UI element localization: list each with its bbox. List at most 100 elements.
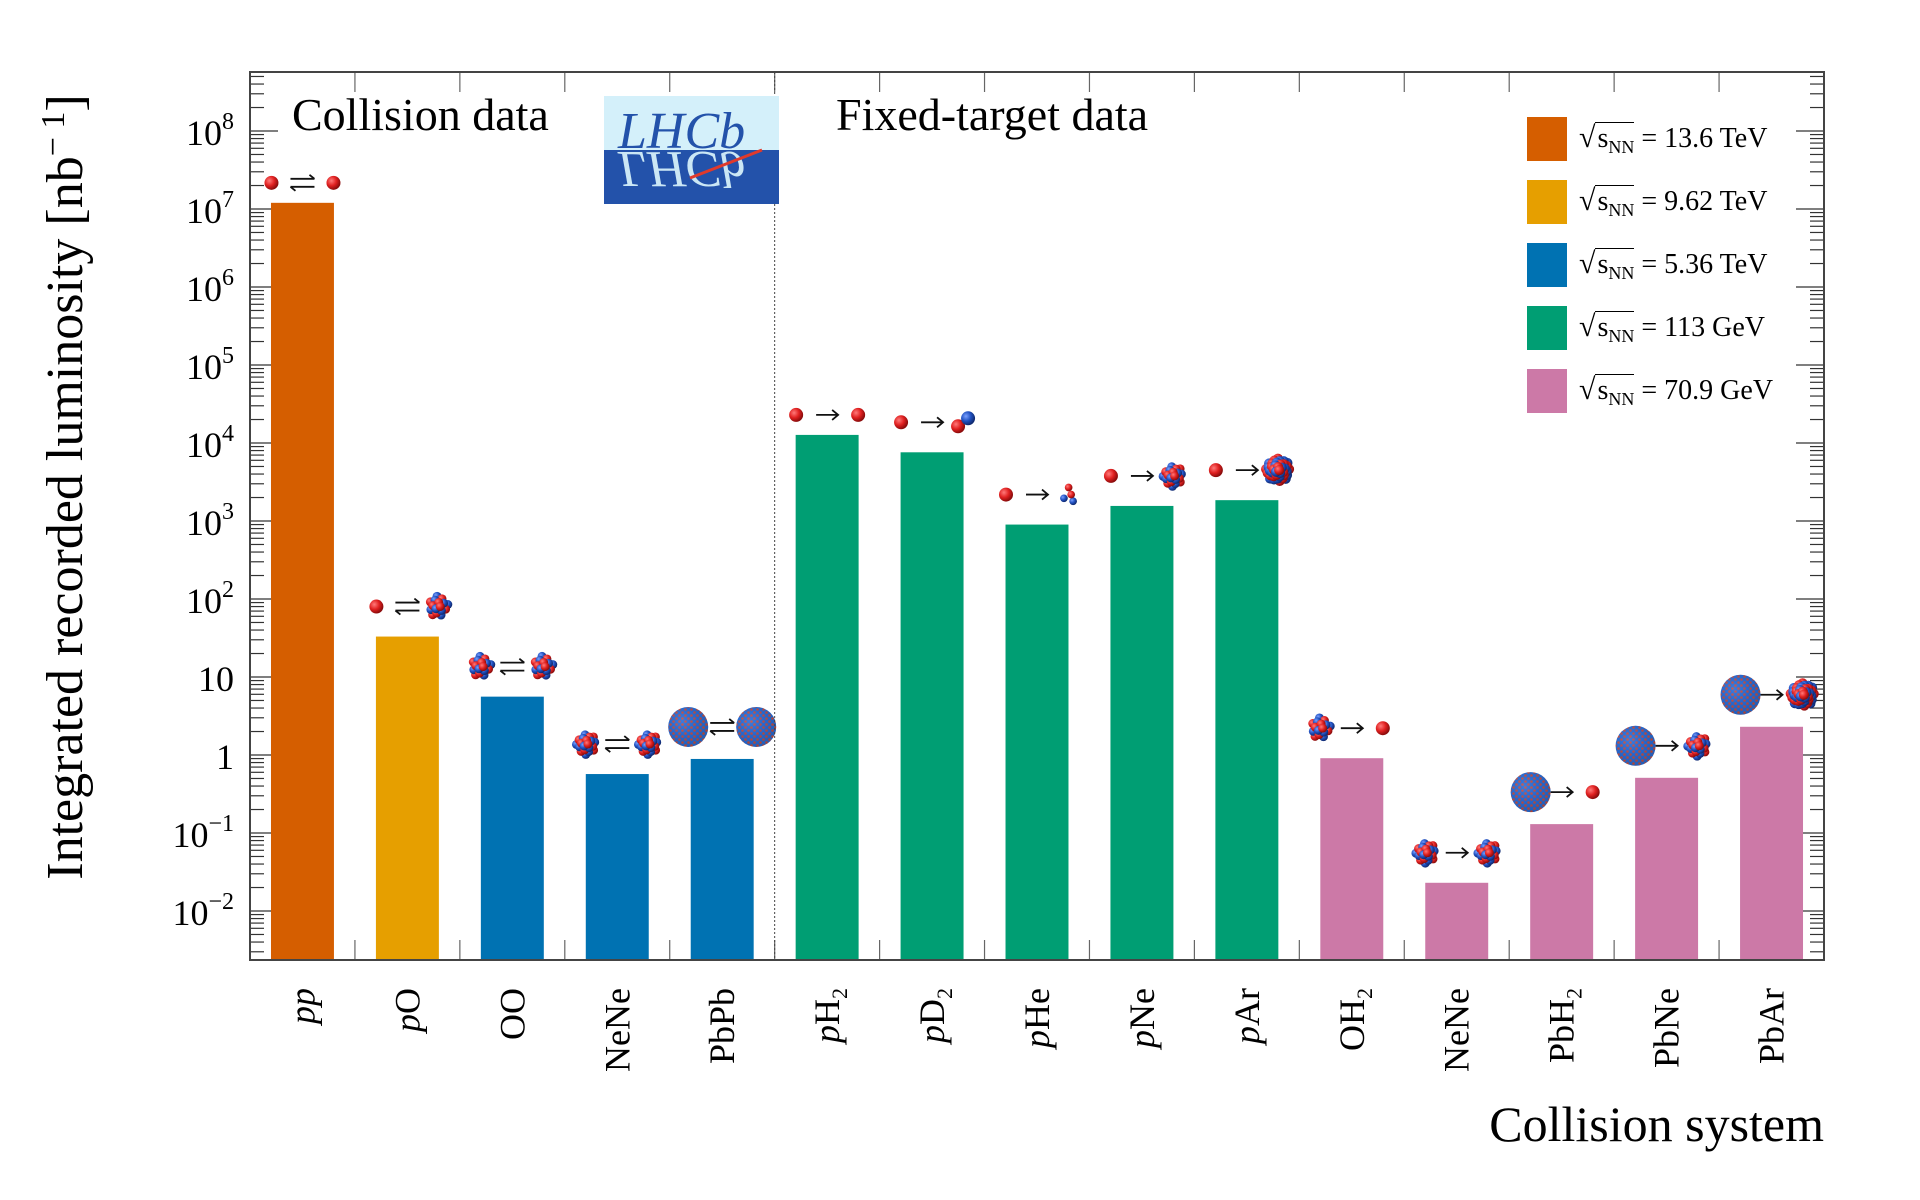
legend-item: √sNN = 5.36 TeV: [1527, 243, 1773, 287]
arrow-icon: [921, 416, 945, 428]
proton-icon: [1208, 463, 1223, 478]
sqrt-icon: √: [1579, 372, 1596, 406]
legend-item: √sNN = 70.9 GeV: [1527, 369, 1773, 413]
heavy-nucleus-icon: [1720, 674, 1761, 715]
collision-icon-pd2: [894, 411, 976, 434]
proton-icon: [645, 739, 655, 749]
x-tick-label: pO: [387, 988, 427, 1035]
legend-subscript: NN: [1608, 262, 1635, 283]
x-axis-title: Collision system: [1489, 1096, 1824, 1152]
bar-par: [1215, 500, 1279, 960]
collision-icon-ph2: [789, 407, 866, 422]
nucleus-icon: [468, 651, 496, 680]
arrow-icon: [1235, 464, 1260, 476]
proton-icon: [1375, 721, 1390, 736]
y-tick-label: 10−2: [172, 889, 234, 933]
x-tick-label: pNe: [1122, 988, 1162, 1051]
legend-subscript: NN: [1608, 136, 1635, 157]
legend-subscript: NN: [1608, 325, 1635, 346]
nucleus-icon: [425, 591, 453, 620]
plot-frame: [249, 71, 1825, 961]
nucleus-icon: [1785, 678, 1819, 711]
collision-icon-oo: [468, 651, 558, 680]
proton-icon: [1484, 848, 1494, 858]
bars: [270, 202, 1804, 961]
y-tick-label: 10: [198, 659, 234, 699]
proton-icon: [1318, 723, 1328, 733]
bar-po: [375, 636, 439, 960]
arrow-right: [1655, 740, 1680, 752]
heavy-nucleus-icon: [736, 706, 777, 747]
collision-icon-nene: [1411, 839, 1501, 868]
proton-icon: [264, 175, 279, 190]
collision-icon-po: [369, 591, 453, 620]
collision-icon-pbh2: [1510, 772, 1600, 813]
arrow-left: [289, 185, 315, 192]
arrow-left: [709, 730, 735, 736]
arrow-icon: [1760, 689, 1784, 701]
bar-phe: [1005, 524, 1069, 960]
heavy-nucleus-icon: [668, 706, 709, 747]
x-tick-label: pH2: [807, 988, 852, 1046]
nucleus-icon: [571, 730, 600, 759]
x-tick-label: pHe: [1017, 988, 1057, 1051]
nucleus-icon: [1683, 732, 1711, 761]
nucleus-icon: [1158, 462, 1186, 491]
collision-icon-pne: [1103, 462, 1186, 491]
arrow-right: [710, 718, 735, 724]
neutron-icon: [1060, 494, 1068, 503]
heavy-nucleus-shade: [1720, 674, 1761, 715]
x-tick-label: PbH2: [1542, 988, 1587, 1063]
proton-icon: [540, 662, 550, 672]
arrow-icon: [1550, 786, 1575, 798]
legend-item: √sNN = 113 GeV: [1527, 306, 1773, 350]
legend-swatch: [1527, 180, 1567, 224]
legend-symbol: sNN: [1595, 121, 1635, 157]
arrow-left: [394, 609, 420, 616]
x-tick-label: OO: [492, 988, 532, 1040]
x-tick-label: NeNe: [597, 988, 637, 1072]
arrow-right: [395, 597, 420, 604]
nucleus-icon: [1261, 453, 1295, 486]
proton-icon: [478, 662, 488, 672]
nucleus-icon: [1411, 839, 1439, 868]
y-tick-label: 105: [186, 343, 234, 387]
legend-symbol: sNN: [1595, 247, 1635, 283]
arrow-right: [816, 409, 840, 421]
proton-icon: [583, 739, 593, 749]
proton-icon: [1694, 741, 1704, 751]
lhcb-logo-graphic: LHCb LHCb: [604, 96, 779, 204]
bidirectional-arrow-icon: [709, 718, 735, 736]
legend-subscript: NN: [1608, 388, 1635, 409]
heavy-nucleus-icon: [1615, 725, 1656, 766]
arrow-icon: [816, 409, 840, 421]
bar-pbar: [1740, 726, 1804, 960]
proton-icon: [1422, 848, 1432, 858]
bar-ph2: [795, 434, 859, 960]
proton-icon: [1274, 465, 1285, 476]
proton-icon: [951, 419, 966, 434]
arrow-right: [605, 735, 630, 741]
x-tick-label: PbAr: [1752, 988, 1792, 1064]
neutron-icon: [961, 411, 976, 426]
sqrt-icon: √: [1579, 246, 1596, 280]
bidirectional-arrow-icon: [289, 174, 316, 192]
y-tick-label: 10−1: [172, 811, 234, 855]
arrow-right: [1550, 786, 1575, 798]
bar-pp: [270, 202, 334, 961]
x-tick-label: pp: [282, 988, 322, 1027]
proton-icon: [789, 407, 804, 422]
proton-icon: [326, 175, 341, 190]
proton-icon: [999, 487, 1013, 502]
bar-pd2: [900, 452, 964, 960]
y-tick-label: 102: [186, 577, 234, 621]
sqrt-icon: √: [1579, 309, 1596, 343]
arrow-right: [1445, 847, 1470, 859]
collision-icon-nene: [571, 730, 662, 759]
y-tick-label: 106: [186, 265, 234, 309]
proton-icon: [369, 599, 384, 614]
arrow-left: [604, 747, 630, 753]
arrow-icon: [1026, 488, 1050, 501]
proton-icon: [435, 602, 445, 612]
